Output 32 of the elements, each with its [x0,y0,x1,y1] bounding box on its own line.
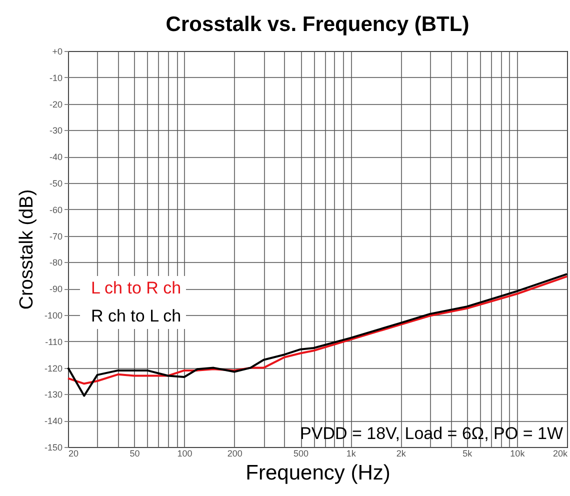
x-tick-label: 5k [462,448,473,458]
x-tick-label: 200 [227,448,242,458]
y-axis-title: Crosstalk (dB) [16,189,38,310]
y-tick-label: -120 [44,363,62,374]
y-tick-label: -50 [49,178,62,188]
y-tick-label: -10 [49,72,62,83]
y-tick-label: -140 [44,416,62,426]
text: R ch to L ch [91,306,182,326]
x-tick-label: 20k [552,448,568,458]
y-tick-label: -60 [49,204,62,215]
x-tick-label: 2k [396,448,406,458]
x-tick-label: 1k [346,448,356,458]
y-tick-label: -30 [49,126,62,136]
chart-title: Crosstalk vs. Frequency (BTL) [166,13,470,36]
x-tick-label: 10k [510,448,526,458]
y-tick-label: -100 [44,310,62,320]
y-tick-label: -90 [49,284,62,294]
y-tick-label: -70 [49,231,62,242]
annotation: PVDD = 18V, Load = 6Ω, PO = 1W [300,424,563,443]
y-tick-label: -40 [49,152,62,162]
x-tick-label: 100 [177,448,192,458]
y-tick-label: +0 [52,46,62,56]
y-tick-label: -80 [49,258,62,268]
x-tick-label: 50 [130,448,140,458]
x-axis-title: Frequency (Hz) [246,462,390,484]
text: L ch to R ch [91,278,182,298]
y-tick-label: -130 [44,390,62,400]
y-tick-label: -150 [44,442,62,452]
x-tick-label: 500 [294,448,309,458]
x-tick-label: 20 [68,448,79,458]
y-tick-label: -20 [49,99,62,110]
y-tick-label: -110 [45,336,62,347]
